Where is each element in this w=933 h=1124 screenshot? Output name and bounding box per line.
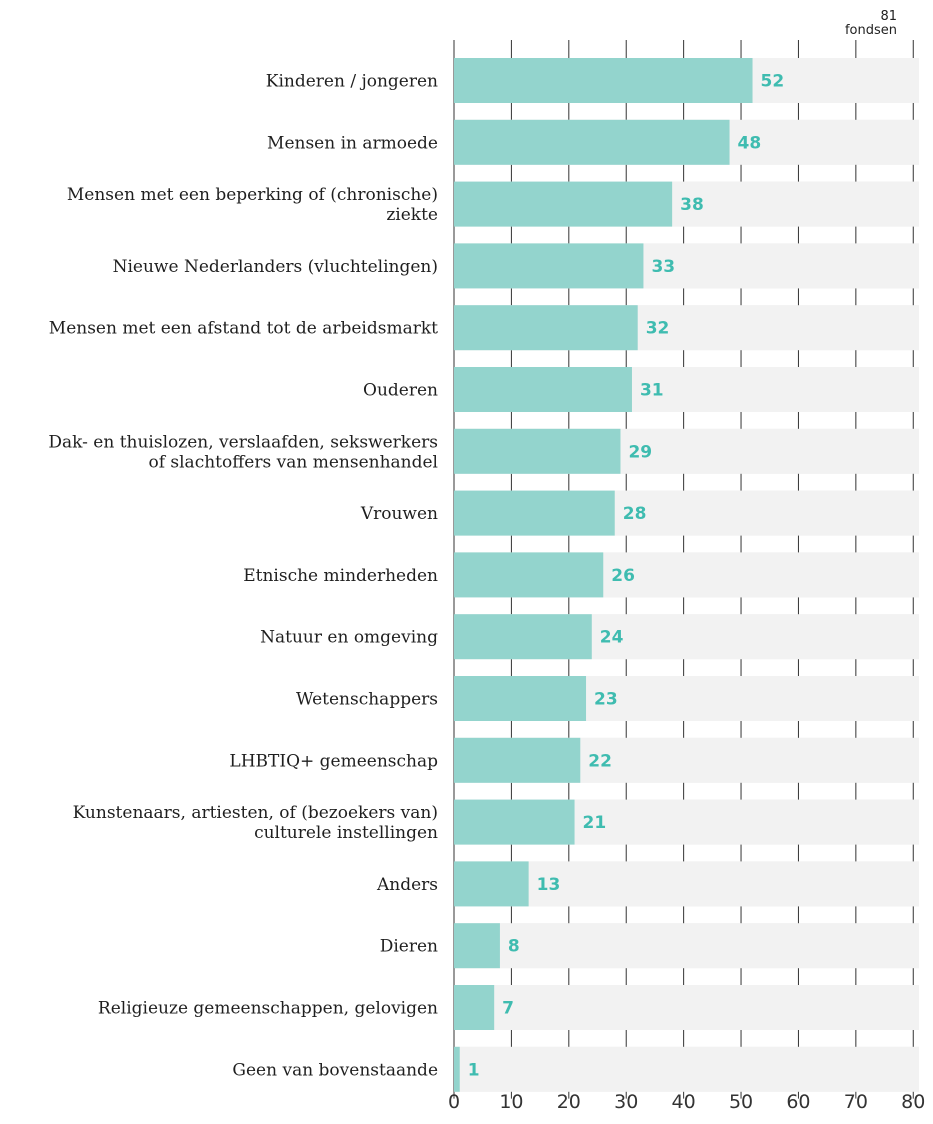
bar	[454, 181, 673, 227]
gridline-mask	[455, 985, 919, 1030]
category-label: of slachtoffers van mensenhandel	[148, 452, 438, 472]
category-labels: Kinderen / jongeren Mensen in armoede Mens…	[48, 72, 438, 1081]
gridline-mask	[455, 1046, 919, 1092]
x-tick-label: 60	[786, 1091, 810, 1113]
category-label: Anders	[376, 875, 438, 895]
value-label: 23	[594, 690, 618, 710]
bar	[454, 799, 575, 845]
value-label: 52	[761, 72, 785, 92]
category-label: Kunstenaars, artiesten, of (bezoekers va…	[73, 803, 438, 823]
gridline-mask	[455, 861, 919, 907]
bar	[454, 985, 495, 1030]
bar	[454, 923, 500, 969]
value-label: 7	[502, 999, 514, 1019]
x-tick-label: 40	[672, 1091, 696, 1113]
x-tick-label: 20	[557, 1091, 581, 1113]
x-tick-label: 80	[901, 1091, 925, 1113]
x-tick-label: 10	[499, 1091, 523, 1113]
bar	[454, 676, 587, 721]
x-tick-label: 50	[729, 1091, 753, 1113]
value-label: 32	[646, 319, 670, 339]
value-label: 28	[623, 504, 647, 524]
category-label: Etnische minderheden	[243, 566, 438, 586]
category-label: Kinderen / jongeren	[266, 72, 438, 92]
category-label: Dieren	[380, 937, 438, 957]
category-label: Geen van bovenstaande	[232, 1060, 438, 1080]
value-label: 21	[583, 813, 607, 833]
x-axis-ticks: 0 10 20 30 40 50 60 70 80	[448, 1091, 925, 1113]
bar	[454, 490, 615, 536]
bar	[454, 861, 529, 907]
bar	[454, 367, 632, 412]
bar	[454, 614, 592, 660]
bar	[454, 552, 604, 598]
value-label: 31	[640, 381, 664, 401]
category-label: Mensen met een beperking of (chronische)	[67, 185, 438, 205]
value-label: 26	[611, 566, 635, 586]
value-label: 48	[738, 133, 762, 153]
category-label: culturele instellingen	[254, 823, 438, 843]
bar	[454, 1046, 460, 1092]
bar	[454, 243, 644, 289]
category-label: LHBTIQ+ gemeenschap	[229, 751, 438, 771]
bar	[454, 119, 730, 165]
category-label: ziekte	[386, 205, 438, 225]
category-label: Mensen met een afstand tot de arbeidsmar…	[49, 319, 438, 339]
x-tick-label: 0	[448, 1091, 460, 1113]
value-label: 22	[588, 751, 612, 771]
value-label: 29	[628, 442, 652, 462]
category-label: Wetenschappers	[296, 690, 438, 710]
total-value-label: 81	[880, 9, 897, 24]
bar	[454, 737, 581, 783]
bars	[454, 58, 753, 1092]
value-label: 33	[651, 257, 675, 277]
category-label: Vrouwen	[360, 504, 438, 524]
category-label: Natuur en omgeving	[260, 628, 438, 648]
value-label: 38	[680, 195, 704, 215]
category-label: Dak- en thuislozen, verslaafden, sekswer…	[48, 432, 438, 452]
gridline-mask	[455, 923, 919, 969]
x-tick-label: 70	[844, 1091, 868, 1113]
value-label: 1	[468, 1060, 480, 1080]
category-label: Nieuwe Nederlanders (vluchtelingen)	[113, 257, 438, 277]
value-labels: 52 48 38 33 32 31 29 28 26 24 23 22 21 13 8 7 1	[468, 72, 784, 1081]
value-label: 13	[537, 875, 561, 895]
value-label: 24	[600, 628, 624, 648]
value-label: 8	[508, 937, 520, 957]
bar	[454, 305, 638, 351]
bar	[454, 428, 621, 474]
x-tick-label: 30	[614, 1091, 638, 1113]
category-label: Mensen in armoede	[267, 133, 438, 153]
bar	[454, 58, 753, 103]
category-label: Ouderen	[363, 381, 438, 401]
category-label: Religieuze gemeenschappen, gelovigen	[98, 999, 438, 1019]
total-unit-label: fondsen	[845, 23, 897, 38]
